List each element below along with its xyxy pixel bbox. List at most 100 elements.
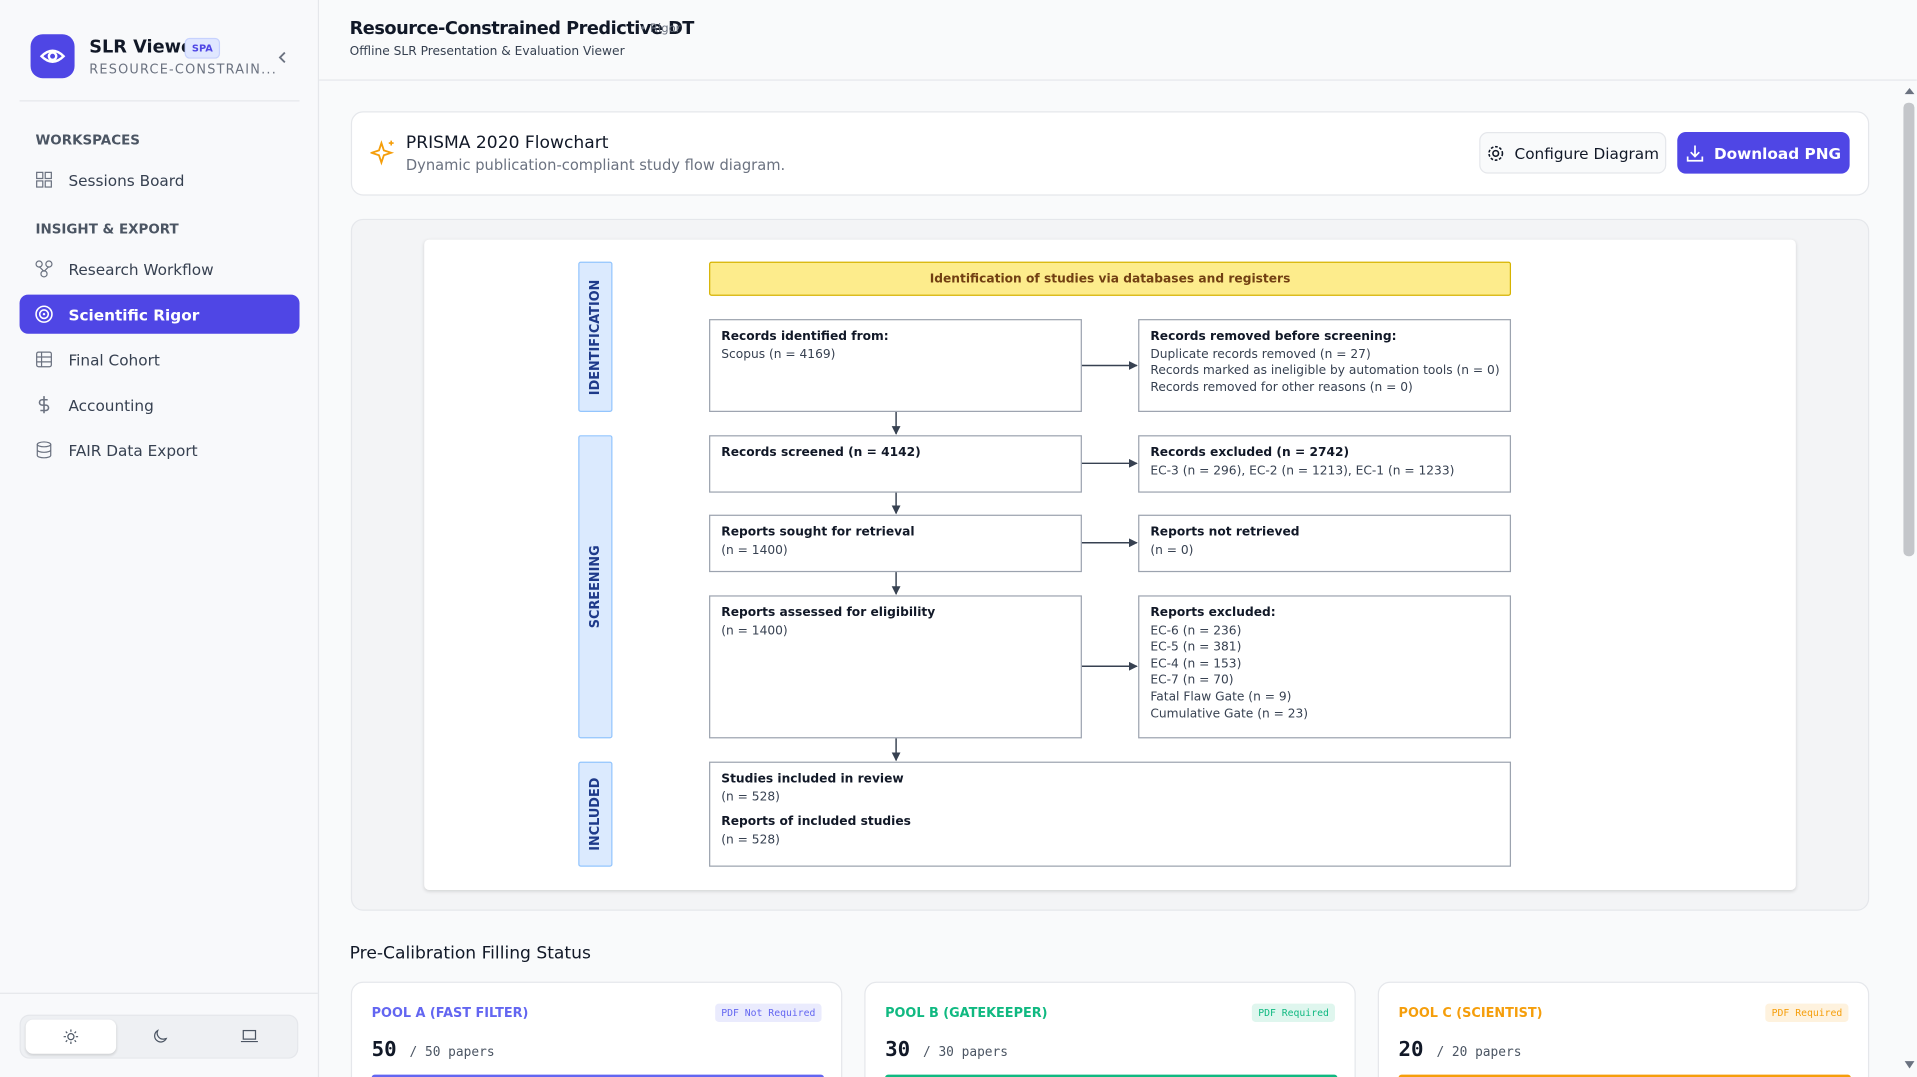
- box-title: Records screened (n = 4142): [721, 446, 921, 460]
- sparkle-icon: [370, 140, 395, 166]
- header: [319, 0, 1917, 81]
- box-line: Records marked as ineligible by automati…: [1150, 364, 1500, 378]
- pool-name: POOL A (FAST FILTER): [371, 1006, 529, 1021]
- divider: [19, 100, 300, 102]
- sidebar: SLR Viewer SPA RESOURCE-CONSTRAIN... WOR…: [0, 0, 320, 1077]
- box-line: (n = 1400): [721, 543, 788, 557]
- box-line: EC-3 (n = 296), EC-2 (n = 1213), EC-1 (n…: [1150, 464, 1455, 478]
- box-line: EC-7 (n = 70): [1150, 674, 1234, 688]
- box-line: (n = 1400): [721, 624, 788, 638]
- project-name: RESOURCE-CONSTRAIN...: [89, 62, 278, 78]
- pool-name: POOL C (SCIENTIST): [1398, 1006, 1543, 1021]
- box-line: EC-4 (n = 153): [1150, 657, 1242, 671]
- nav-item-active[interactable]: Scientific Rigor: [19, 294, 300, 334]
- section-title: WORKSPACES: [35, 132, 140, 148]
- box-title: Reports not retrieved: [1150, 525, 1300, 540]
- pool-badge: PDF Not Required: [715, 1003, 822, 1023]
- box-title: Reports assessed for eligibility: [721, 606, 936, 620]
- button-label: Configure Diagram: [1514, 143, 1660, 162]
- nav-item[interactable]: Research Workflow: [20, 249, 300, 288]
- configure-button[interactable]: Configure Diagram: [1479, 132, 1667, 174]
- theme-switcher: [19, 1014, 299, 1059]
- nav-label: Sessions Board: [68, 170, 185, 189]
- pool-badge: PDF Required: [1252, 1003, 1335, 1023]
- app-name: SLR Viewer: [89, 37, 202, 58]
- box-title: Reports excluded:: [1150, 606, 1276, 620]
- pool-count: 20: [1398, 1037, 1424, 1063]
- box-line: Cumulative Gate (n = 23): [1150, 707, 1309, 721]
- page-tag: • Rigor: [639, 22, 681, 36]
- scrollbar-thumb[interactable]: [1903, 102, 1915, 557]
- theme-dark[interactable]: [153, 1029, 168, 1044]
- theme-light[interactable]: [25, 1019, 117, 1054]
- nav-item[interactable]: FAIR Data Export: [20, 430, 300, 469]
- pool-badge: PDF Required: [1765, 1003, 1849, 1023]
- nav-label: FAIR Data Export: [68, 440, 198, 460]
- flow-box: Reports not retrieved (n = 0): [1138, 514, 1512, 573]
- phase-label: SCREENING: [578, 435, 613, 739]
- nav-item[interactable]: Accounting: [20, 385, 300, 424]
- page-title: Resource-Constrained Predictive DT: [349, 19, 695, 40]
- nav-item[interactable]: Sessions Board: [20, 160, 300, 199]
- progress-bar: [1398, 1074, 1851, 1077]
- phase-label: IDENTIFICATION: [578, 261, 613, 412]
- flow-box: Reports assessed for eligibility (n = 140…: [709, 595, 1082, 739]
- pool-count: 50: [371, 1037, 397, 1063]
- banner: Identification of studies via databases …: [709, 261, 1512, 296]
- pool-total: / 20 papers: [1436, 1045, 1522, 1060]
- box-title: Records removed before screening:: [1150, 330, 1397, 344]
- badge: SPA: [184, 37, 221, 59]
- divider: [0, 992, 318, 994]
- box-line: (n = 528): [721, 833, 780, 847]
- download-button[interactable]: Download PNG: [1677, 132, 1850, 174]
- phase-label: INCLUDED: [578, 761, 613, 867]
- box-title: Studies included in review: [721, 772, 904, 787]
- theme-system[interactable]: [240, 1029, 258, 1044]
- pool-count: 30: [885, 1037, 911, 1063]
- flow-box: Records screened (n = 4142): [709, 435, 1082, 493]
- page-subtitle: Offline SLR Presentation & Evaluation Vi…: [349, 45, 625, 59]
- box-line: EC-5 (n = 381): [1150, 640, 1242, 655]
- card-subtitle: Dynamic publication-compliant study flow…: [405, 156, 786, 174]
- logo: [30, 34, 75, 79]
- flow-box: Records excluded (n = 2742) EC-3 (n = 296…: [1138, 435, 1512, 493]
- box-line: (n = 528): [721, 790, 780, 804]
- flow-box: Records removed before screening: Duplica…: [1138, 319, 1512, 412]
- box-title: Records excluded (n = 2742): [1150, 446, 1350, 460]
- box-line: Records removed for other reasons (n = 0…: [1150, 381, 1413, 395]
- box-line: Scopus (n = 4169): [721, 347, 836, 362]
- scrollbar-arrows[interactable]: [1902, 84, 1917, 1077]
- flow-box: Records identified from: Scopus (n = 4169…: [709, 319, 1082, 412]
- box-title: Records identified from:: [721, 330, 889, 344]
- card-title: PRISMA 2020 Flowchart: [405, 133, 609, 153]
- section-title: INSIGHT & EXPORT: [35, 221, 179, 238]
- nav-item[interactable]: Final Cohort: [20, 340, 300, 379]
- pool-name: POOL B (GATEKEEPER): [885, 1006, 1048, 1021]
- box-line: EC-6 (n = 236): [1150, 624, 1242, 638]
- pool-total: / 50 papers: [409, 1045, 495, 1060]
- button-label: Download PNG: [1714, 143, 1842, 162]
- pool-total: / 30 papers: [922, 1045, 1009, 1060]
- collapse-button[interactable]: [275, 50, 290, 65]
- flow-box: Reports sought for retrieval (n = 1400): [709, 514, 1082, 573]
- nav-label: Research Workflow: [68, 259, 214, 279]
- section-heading: Pre-Calibration Filling Status: [349, 943, 591, 964]
- box-title: Reports sought for retrieval: [721, 525, 915, 540]
- nav-label: Accounting: [68, 395, 154, 414]
- nav-label: Scientific Rigor: [68, 305, 200, 324]
- flow-box: Reports excluded: EC-6 (n = 236) EC-5 (n =…: [1138, 595, 1512, 739]
- pool-card: POOL B (GATEKEEPER) PDF Required 30 / 30 pa…: [864, 981, 1356, 1077]
- flow-box: Studies included in review (n = 528) Repor…: [709, 761, 1512, 867]
- progress-bar: [885, 1074, 1338, 1077]
- progress-bar: [371, 1074, 824, 1077]
- box-title: Reports of included studies: [721, 815, 911, 830]
- pool-card: POOL C (SCIENTIST) PDF Required 20 / 20 pap…: [1377, 981, 1870, 1077]
- box-line: (n = 0): [1150, 543, 1194, 557]
- box-line: Duplicate records removed (n = 27): [1150, 347, 1371, 362]
- box-line: Fatal Flaw Gate (n = 9): [1150, 690, 1292, 705]
- nav-label: Final Cohort: [68, 350, 160, 369]
